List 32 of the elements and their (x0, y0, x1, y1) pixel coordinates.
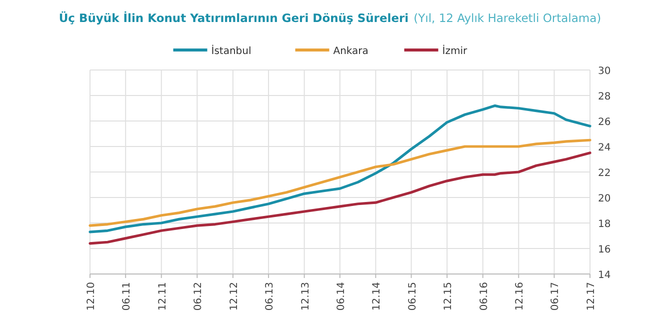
legend-label: İstanbul (211, 44, 252, 57)
chart-subtitle: (Yıl, 12 Aylık Hareketli Ortalama) (414, 11, 602, 25)
x-tick-label: 12.16 (514, 282, 526, 311)
x-tick-label: 12.17 (586, 282, 597, 311)
x-tick-label: 12.10 (86, 282, 97, 311)
legend-label: Ankara (333, 46, 368, 57)
y-tick-label: 28 (598, 92, 611, 102)
y-tick-label: 22 (598, 168, 611, 179)
y-tick-label: 20 (598, 194, 611, 204)
line-series (88, 138, 592, 227)
x-tick-label: 12.14 (372, 282, 383, 311)
line-series (88, 152, 592, 245)
y-tick-label: 18 (598, 219, 611, 230)
y-tick-label: 14 (598, 270, 611, 281)
x-tick-label: 12.15 (443, 282, 454, 311)
y-tick-label: 26 (598, 117, 611, 128)
chart-title: Üç Büyük İlin Konut Yatırımlarının Geri Dönüş Süreleri (58, 11, 409, 25)
x-tick-label: 06.15 (407, 282, 418, 311)
y-tick-label: 16 (598, 244, 611, 256)
legend-label: İzmir (442, 44, 468, 57)
line-series (88, 104, 592, 234)
y-tick-label: 30 (598, 66, 611, 77)
x-tick-label: 06.17 (550, 282, 562, 311)
x-tick-label: 12.12 (228, 282, 240, 311)
x-tick-label: 06.16 (478, 282, 490, 311)
x-tick-label: 06.11 (122, 282, 133, 311)
x-tick-label: 12.11 (157, 282, 168, 311)
x-tick-label: 06.12 (193, 282, 204, 311)
x-tick-label: 12.13 (300, 282, 312, 311)
x-tick-label: 06.14 (336, 282, 347, 311)
x-tick-label: 06.13 (264, 282, 276, 311)
y-tick-label: 24 (598, 142, 611, 154)
